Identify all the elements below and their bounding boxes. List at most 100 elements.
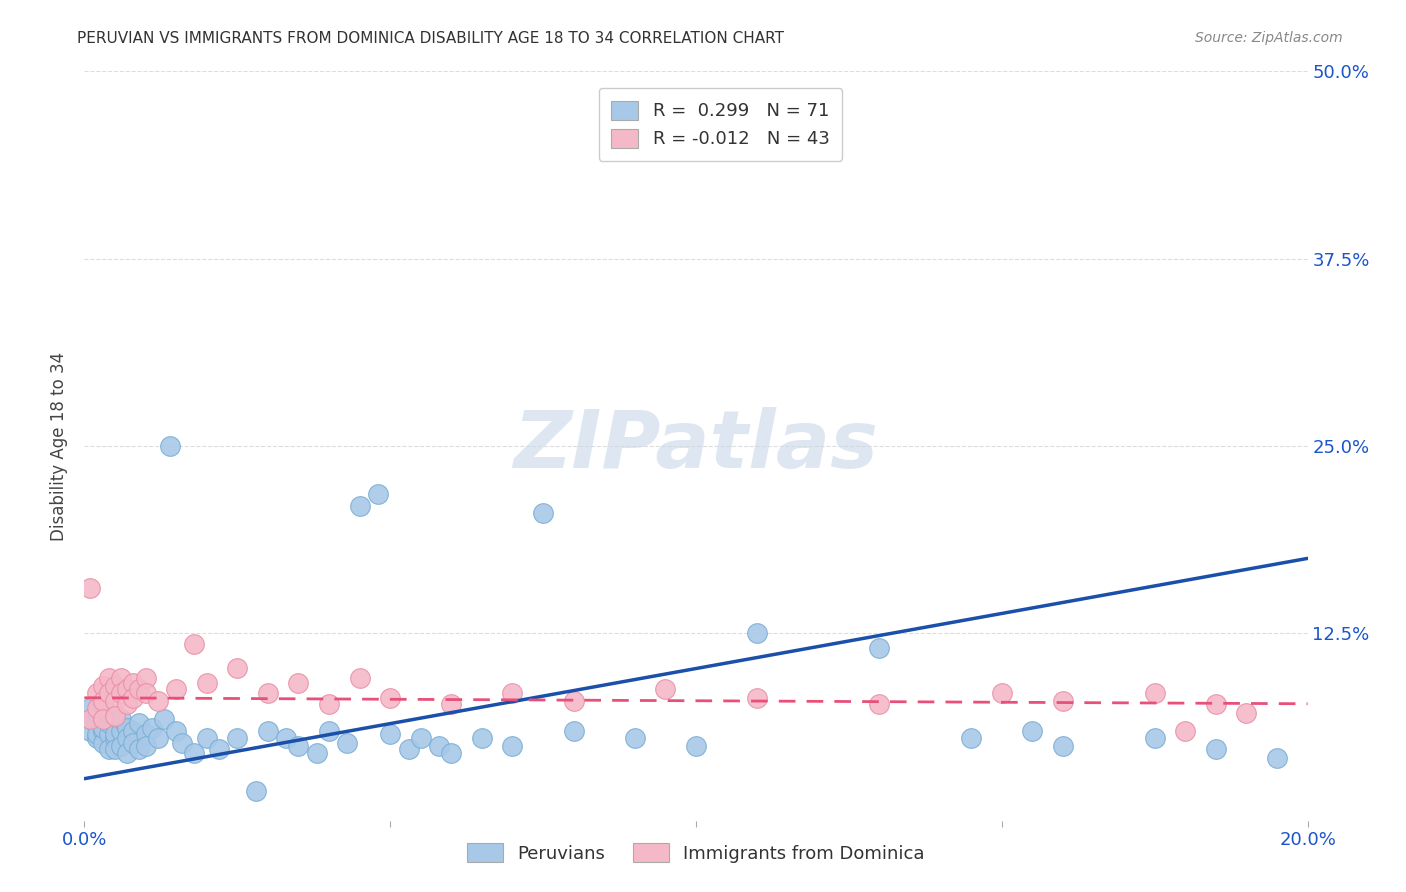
Point bbox=[91, 723, 114, 738]
Point bbox=[97, 686, 120, 700]
Point bbox=[79, 712, 101, 726]
Point bbox=[128, 681, 150, 696]
Point bbox=[427, 739, 450, 753]
Point bbox=[1236, 706, 1258, 720]
Point bbox=[531, 507, 554, 521]
Point bbox=[91, 721, 114, 735]
Point bbox=[97, 706, 120, 720]
Point bbox=[165, 723, 187, 738]
Point bbox=[110, 686, 132, 700]
Point bbox=[195, 675, 218, 690]
Point bbox=[183, 746, 205, 760]
Text: PERUVIAN VS IMMIGRANTS FROM DOMINICA DISABILITY AGE 18 TO 34 CORRELATION CHART: PERUVIAN VS IMMIGRANTS FROM DOMINICA DIS… bbox=[77, 31, 785, 46]
Point bbox=[122, 675, 145, 690]
Point bbox=[110, 739, 132, 753]
Point bbox=[869, 641, 891, 656]
Point bbox=[135, 727, 157, 741]
Point bbox=[91, 701, 114, 715]
Point bbox=[91, 694, 114, 708]
Legend: Peruvians, Immigrants from Dominica: Peruvians, Immigrants from Dominica bbox=[458, 834, 934, 871]
Point bbox=[276, 731, 298, 746]
Point bbox=[97, 716, 120, 731]
Point bbox=[91, 736, 114, 750]
Point bbox=[135, 671, 157, 685]
Point bbox=[183, 637, 205, 651]
Point bbox=[409, 731, 432, 746]
Point bbox=[128, 741, 150, 756]
Point bbox=[869, 697, 891, 711]
Point bbox=[104, 741, 127, 756]
Point bbox=[86, 701, 108, 715]
Point bbox=[287, 675, 309, 690]
Point bbox=[380, 690, 402, 705]
Point bbox=[97, 741, 120, 756]
Point bbox=[91, 712, 114, 726]
Point bbox=[115, 731, 138, 746]
Point bbox=[115, 746, 138, 760]
Point bbox=[115, 721, 138, 735]
Point bbox=[165, 681, 187, 696]
Point bbox=[336, 736, 359, 750]
Point bbox=[104, 719, 127, 733]
Text: ZIPatlas: ZIPatlas bbox=[513, 407, 879, 485]
Point bbox=[257, 723, 280, 738]
Point bbox=[146, 731, 169, 746]
Point bbox=[305, 746, 328, 760]
Point bbox=[172, 736, 194, 750]
Point bbox=[380, 727, 402, 741]
Point bbox=[349, 499, 371, 513]
Point bbox=[141, 721, 163, 735]
Point bbox=[86, 706, 108, 720]
Point bbox=[747, 690, 769, 705]
Point bbox=[1174, 723, 1197, 738]
Y-axis label: Disability Age 18 to 34: Disability Age 18 to 34 bbox=[51, 351, 69, 541]
Point bbox=[1205, 741, 1227, 756]
Point bbox=[104, 679, 127, 693]
Point bbox=[128, 716, 150, 731]
Point bbox=[79, 701, 101, 715]
Point bbox=[318, 697, 340, 711]
Point bbox=[104, 708, 127, 723]
Point bbox=[135, 739, 157, 753]
Point bbox=[440, 746, 463, 760]
Point bbox=[226, 731, 249, 746]
Point bbox=[654, 681, 676, 696]
Point bbox=[110, 723, 132, 738]
Point bbox=[86, 686, 108, 700]
Point bbox=[97, 727, 120, 741]
Point bbox=[1143, 686, 1166, 700]
Point bbox=[91, 679, 114, 693]
Point bbox=[122, 690, 145, 705]
Point bbox=[79, 582, 101, 596]
Point bbox=[146, 694, 169, 708]
Point bbox=[1021, 723, 1043, 738]
Point bbox=[440, 697, 463, 711]
Point bbox=[86, 727, 108, 741]
Point bbox=[104, 731, 127, 746]
Point bbox=[257, 686, 280, 700]
Point bbox=[747, 626, 769, 640]
Point bbox=[91, 712, 114, 726]
Point bbox=[349, 671, 371, 685]
Point bbox=[97, 671, 120, 685]
Point bbox=[195, 731, 218, 746]
Point bbox=[159, 439, 181, 453]
Point bbox=[104, 694, 127, 708]
Point bbox=[502, 686, 524, 700]
Point bbox=[471, 731, 494, 746]
Point bbox=[398, 741, 420, 756]
Point bbox=[562, 694, 585, 708]
Point bbox=[79, 712, 101, 726]
Point bbox=[1052, 694, 1074, 708]
Point bbox=[226, 661, 249, 675]
Point bbox=[562, 723, 585, 738]
Point bbox=[115, 697, 138, 711]
Text: Source: ZipAtlas.com: Source: ZipAtlas.com bbox=[1195, 31, 1343, 45]
Point bbox=[110, 671, 132, 685]
Point bbox=[318, 723, 340, 738]
Point bbox=[1205, 697, 1227, 711]
Point bbox=[624, 731, 647, 746]
Point bbox=[245, 783, 267, 797]
Point bbox=[122, 736, 145, 750]
Point bbox=[115, 681, 138, 696]
